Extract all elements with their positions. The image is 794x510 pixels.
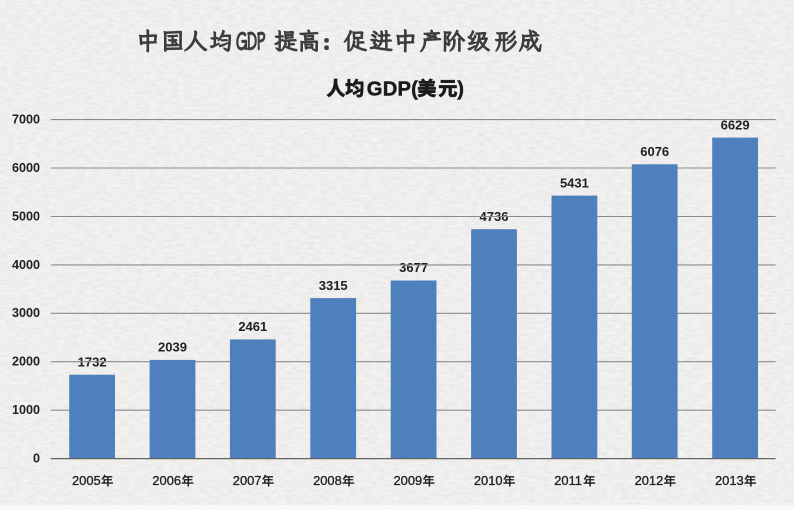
svg-text:2005: 2005 bbox=[72, 473, 101, 488]
svg-text:2012: 2012 bbox=[635, 473, 664, 488]
svg-text:2011: 2011 bbox=[554, 473, 582, 488]
svg-text:2000: 2000 bbox=[12, 355, 40, 369]
svg-text:7000: 7000 bbox=[12, 113, 40, 127]
svg-text:): ) bbox=[457, 78, 464, 100]
svg-text:2009: 2009 bbox=[394, 473, 423, 488]
svg-text:2461: 2461 bbox=[238, 319, 267, 334]
svg-text:2008: 2008 bbox=[313, 473, 342, 488]
svg-text:2007: 2007 bbox=[233, 473, 262, 488]
svg-text:6000: 6000 bbox=[12, 161, 40, 175]
svg-text:4000: 4000 bbox=[12, 258, 40, 272]
svg-text:3677: 3677 bbox=[399, 260, 428, 275]
svg-text:GDP(: GDP( bbox=[367, 78, 418, 100]
svg-text:2013: 2013 bbox=[715, 473, 744, 488]
svg-text:1000: 1000 bbox=[12, 403, 40, 417]
svg-text:5000: 5000 bbox=[12, 209, 40, 223]
svg-text:2006: 2006 bbox=[152, 473, 181, 488]
svg-text:0: 0 bbox=[33, 452, 40, 466]
svg-text:2039: 2039 bbox=[158, 340, 187, 355]
svg-text:5431: 5431 bbox=[560, 175, 589, 190]
svg-text:6629: 6629 bbox=[721, 117, 750, 132]
svg-text:6076: 6076 bbox=[640, 144, 669, 159]
svg-text:3315: 3315 bbox=[319, 278, 348, 293]
svg-text:3000: 3000 bbox=[12, 306, 40, 320]
svg-text:2010: 2010 bbox=[474, 473, 503, 488]
